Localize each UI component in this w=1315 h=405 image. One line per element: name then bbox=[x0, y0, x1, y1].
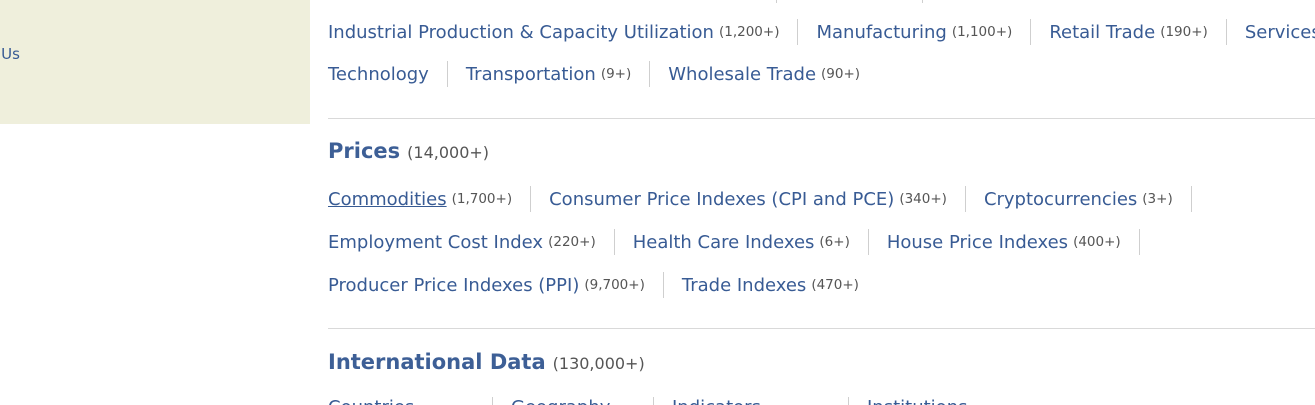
category-link-trade-indexes[interactable]: Trade Indexes bbox=[681, 274, 807, 296]
category-item: Consumer Price Indexes (CPI and PCE) (34… bbox=[549, 186, 966, 212]
prices-title-link[interactable]: Prices bbox=[328, 139, 401, 163]
category-count: (400+) bbox=[1073, 234, 1121, 250]
top-separator bbox=[776, 0, 777, 3]
category-link-geography[interactable]: Geography bbox=[511, 397, 654, 405]
prices-row-3: Producer Price Indexes (PPI) (9,700+) Tr… bbox=[328, 272, 895, 298]
category-link-house-price-indexes[interactable]: House Price Indexes bbox=[886, 231, 1069, 253]
international-row-1: Countries Geography Indicators Instituti… bbox=[328, 397, 1315, 405]
category-item: Employment Cost Index (220+) bbox=[328, 229, 615, 255]
category-link-health-care-indexes[interactable]: Health Care Indexes bbox=[632, 231, 815, 253]
category-item: Services (6,20 bbox=[1245, 19, 1315, 45]
category-item: Producer Price Indexes (PPI) (9,700+) bbox=[328, 272, 664, 298]
prices-row-1: Commodities (1,700+) Consumer Price Inde… bbox=[328, 186, 1210, 212]
section-divider bbox=[328, 118, 1315, 119]
category-item: Trade Indexes (470+) bbox=[682, 272, 877, 298]
production-row-2: Technology Transportation (9+) Wholesale… bbox=[328, 61, 896, 87]
category-count: (190+) bbox=[1160, 24, 1208, 40]
prices-row-2: Employment Cost Index (220+) Health Care… bbox=[328, 229, 1158, 255]
category-link-consumer-price-indexes[interactable]: Consumer Price Indexes (CPI and PCE) bbox=[549, 188, 895, 210]
prices-count: (14,000+) bbox=[407, 143, 490, 162]
sidebar-link-email-us[interactable]: il Us bbox=[0, 45, 20, 63]
category-link-employment-cost-index[interactable]: Employment Cost Index bbox=[328, 231, 544, 253]
category-link-wholesale-trade[interactable]: Wholesale Trade bbox=[668, 63, 817, 85]
category-link-retail-trade[interactable]: Retail Trade bbox=[1049, 21, 1156, 43]
category-count: (6+) bbox=[819, 234, 850, 250]
category-item: Transportation (9+) bbox=[465, 61, 651, 87]
category-count: (1,200+) bbox=[718, 24, 780, 40]
category-link-commodities[interactable]: Commodities bbox=[328, 188, 447, 210]
category-link-technology[interactable]: Technology bbox=[328, 63, 429, 85]
category-link-producer-price-indexes[interactable]: Producer Price Indexes (PPI) bbox=[328, 274, 580, 296]
category-count: (1,700+) bbox=[451, 191, 513, 207]
prices-heading: Prices (14,000+) bbox=[328, 139, 489, 163]
category-item: Retail Trade (190+) bbox=[1049, 19, 1227, 45]
international-title-link[interactable]: International Data bbox=[328, 350, 546, 374]
category-link-countries[interactable]: Countries bbox=[328, 397, 493, 405]
category-count: (340+) bbox=[899, 191, 947, 207]
category-item: Wholesale Trade (90+) bbox=[668, 61, 878, 87]
international-count: (130,000+) bbox=[552, 354, 645, 373]
category-count: (220+) bbox=[548, 234, 596, 250]
category-item: Health Care Indexes (6+) bbox=[633, 229, 869, 255]
category-link-manufacturing[interactable]: Manufacturing bbox=[816, 21, 947, 43]
category-link-industrial-production[interactable]: Industrial Production & Capacity Utiliza… bbox=[328, 21, 714, 43]
category-link-transportation[interactable]: Transportation bbox=[465, 63, 596, 85]
category-count: (9+) bbox=[600, 66, 632, 82]
category-link-cryptocurrencies[interactable]: Cryptocurrencies bbox=[983, 188, 1138, 210]
category-count: (90+) bbox=[821, 66, 861, 82]
category-link-institutions[interactable]: Institutions bbox=[867, 397, 985, 405]
category-count: (470+) bbox=[811, 277, 859, 293]
category-item: Technology bbox=[328, 61, 448, 87]
category-link-indicators[interactable]: Indicators bbox=[672, 397, 849, 405]
category-item: Commodities (1,700+) bbox=[328, 186, 532, 212]
top-separator bbox=[922, 0, 923, 3]
section-divider bbox=[328, 328, 1315, 329]
category-count: (9,700+) bbox=[584, 277, 645, 293]
category-count: (1,100+) bbox=[951, 24, 1013, 40]
category-item: House Price Indexes (400+) bbox=[887, 229, 1140, 255]
international-heading: International Data (130,000+) bbox=[328, 350, 645, 374]
production-row-1: Industrial Production & Capacity Utiliza… bbox=[328, 19, 1315, 45]
category-link-services[interactable]: Services bbox=[1244, 21, 1315, 43]
category-count: (3+) bbox=[1142, 191, 1173, 207]
main-content: Industrial Production & Capacity Utiliza… bbox=[328, 0, 1315, 405]
category-item: Cryptocurrencies (3+) bbox=[984, 186, 1192, 212]
sidebar: s il Us bbox=[0, 0, 310, 124]
category-item: Manufacturing (1,100+) bbox=[816, 19, 1032, 45]
category-item: Industrial Production & Capacity Utiliza… bbox=[328, 19, 799, 45]
